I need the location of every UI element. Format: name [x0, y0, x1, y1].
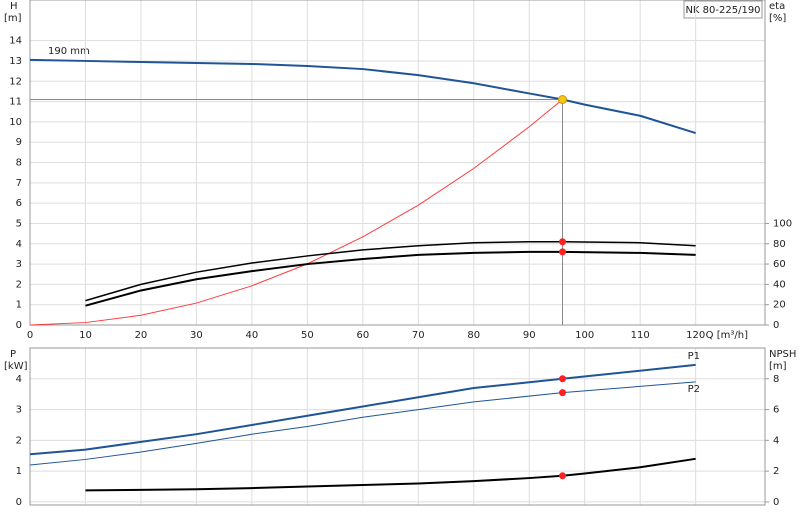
y2-tick-label: 80 — [773, 239, 786, 250]
y-tick-label: 13 — [9, 56, 22, 67]
curve — [29, 99, 563, 326]
x-tick-label: 60 — [356, 330, 369, 341]
curve-label: P2 — [688, 384, 700, 395]
y-tick-label: 12 — [9, 76, 22, 87]
x-tick-label: 100 — [575, 330, 594, 341]
x-tick-label: 40 — [246, 330, 259, 341]
y2-tick-label: 20 — [773, 300, 786, 311]
y-unit: [kW] — [4, 361, 28, 372]
x-tick-label: 30 — [190, 330, 203, 341]
y-tick-label: 14 — [9, 36, 22, 47]
y-label: P — [10, 349, 16, 360]
y-tick-label: 11 — [9, 97, 22, 108]
y-tick-label: 9 — [16, 137, 22, 148]
y-tick-label: 6 — [16, 198, 22, 209]
y2-label: eta — [769, 1, 785, 12]
y-tick-label: 1 — [16, 466, 22, 477]
y-tick-label: 5 — [16, 218, 22, 229]
y2-unit: [m] — [769, 361, 787, 372]
y2-tick-label: 2 — [773, 466, 779, 477]
curve — [85, 240, 696, 302]
annotation: 190 mm — [48, 46, 90, 57]
plot-frame — [29, 347, 766, 506]
duty-point — [559, 375, 567, 383]
duty-point — [559, 389, 567, 397]
y-tick-label: 3 — [16, 259, 22, 270]
duty-point — [559, 472, 567, 480]
duty-point — [559, 248, 567, 256]
curve — [29, 363, 696, 456]
y2-tick-label: 6 — [773, 405, 779, 416]
x-tick-label: 50 — [301, 330, 314, 341]
curve-label: P1 — [688, 351, 700, 362]
chart-title: NK 80-225/190 — [685, 5, 760, 16]
y-tick-label: 7 — [16, 178, 22, 189]
duty-point — [558, 95, 568, 105]
y-unit: [m] — [4, 13, 22, 24]
y-tick-label: 3 — [16, 405, 22, 416]
x-label: Q [m³/h] — [706, 330, 748, 341]
y-tick-label: 2 — [16, 435, 22, 446]
curve — [85, 250, 696, 307]
x-tick-label: 0 — [27, 330, 33, 341]
y-tick-label: 4 — [16, 374, 22, 385]
y-label: H — [10, 1, 18, 12]
x-tick-label: 110 — [631, 330, 650, 341]
y-tick-label: 2 — [16, 279, 22, 290]
duty-point — [559, 238, 567, 246]
x-tick-label: 80 — [467, 330, 480, 341]
y2-tick-label: 8 — [773, 374, 779, 385]
y2-tick-label: 4 — [773, 435, 779, 446]
plot-frame — [29, 0, 766, 326]
y2-unit: [%] — [769, 13, 786, 24]
y-tick-label: 0 — [16, 320, 22, 331]
y-tick-label: 0 — [16, 497, 22, 508]
x-tick-label: 120 — [686, 330, 705, 341]
y2-tick-label: 0 — [773, 497, 779, 508]
curve — [29, 58, 696, 135]
y2-label: NPSH — [769, 349, 796, 360]
curve — [85, 457, 696, 492]
curve — [29, 381, 696, 466]
y2-tick-label: 100 — [773, 218, 792, 229]
y-tick-label: 1 — [16, 300, 22, 311]
y2-tick-label: 0 — [773, 320, 779, 331]
y-tick-label: 10 — [9, 117, 22, 128]
y2-tick-label: 60 — [773, 259, 786, 270]
x-tick-label: 70 — [412, 330, 425, 341]
y2-tick-label: 40 — [773, 279, 786, 290]
title-box — [683, 0, 763, 19]
x-tick-label: 10 — [79, 330, 92, 341]
x-tick-label: 90 — [523, 330, 536, 341]
y-tick-label: 8 — [16, 158, 22, 169]
x-tick-label: 20 — [135, 330, 148, 341]
y-tick-label: 4 — [16, 239, 22, 250]
